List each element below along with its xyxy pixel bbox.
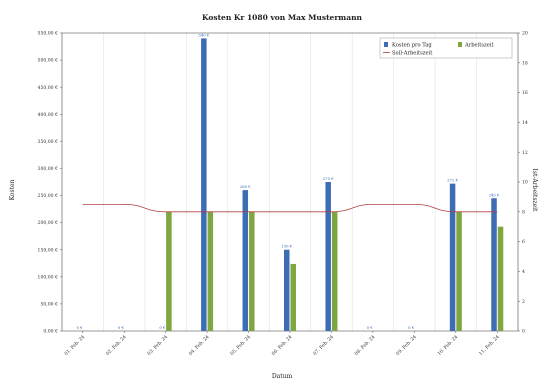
y2-tick-label: 12 — [522, 150, 528, 156]
hours-bar — [207, 211, 214, 331]
y-tick-label: 350,00 € — [38, 139, 59, 145]
cost-bar — [449, 183, 456, 331]
y-tick-label: 150,00 € — [38, 247, 59, 253]
plot-area: 0,00 €50,00 €100,00 €150,00 €200,00 €250… — [38, 31, 528, 357]
legend-box — [379, 37, 513, 59]
cost-bar — [491, 198, 497, 331]
y-tick-label: 100,00 € — [38, 274, 59, 280]
y-axis-title: Kosten — [9, 179, 16, 200]
y-tick-label: 450,00 € — [38, 85, 59, 91]
x-tick-label: 06. Feb. 24 — [271, 334, 294, 357]
hours-bar — [331, 211, 338, 331]
y2-tick-label: 14 — [522, 120, 528, 126]
y2-tick-label: 10 — [522, 180, 528, 186]
y2-tick-label: 20 — [522, 31, 528, 37]
cost-data-label: 275 € — [323, 176, 334, 181]
y-tick-label: 200,00 € — [38, 220, 59, 226]
y-tick-label: 300,00 € — [38, 166, 59, 172]
y2-tick-label: 2 — [522, 299, 525, 305]
cost-data-label: 540 € — [198, 32, 209, 37]
y-tick-label: 50,00 € — [40, 302, 58, 308]
legend-swatch-hours — [458, 42, 462, 47]
hours-bar — [497, 226, 504, 331]
cost-data-label: 0 € — [408, 325, 415, 330]
y-tick-label: 550,00 € — [38, 31, 59, 37]
legend-label-cost: Kosten pro Tag — [392, 43, 432, 49]
y2-tick-label: 0 — [522, 329, 525, 335]
cost-data-label: 245 € — [489, 192, 500, 197]
x-tick-label: 02. Feb. 24 — [105, 334, 128, 357]
hours-bar — [290, 263, 296, 331]
legend: Kosten pro Tag Arbeitszeit Soll-Arbeitszei… — [379, 37, 513, 59]
cost-data-label: 272 € — [447, 178, 458, 183]
hours-bar — [456, 211, 462, 331]
y2-tick-label: 16 — [522, 90, 528, 96]
cost-bar — [325, 182, 331, 331]
legend-swatch-cost — [384, 42, 388, 47]
cost-bar — [201, 38, 207, 331]
cost-data-label: 0 € — [159, 325, 166, 330]
x-tick-label: 04. Feb. 24 — [188, 334, 211, 357]
x-tick-label: 05. Feb. 24 — [229, 334, 252, 357]
chart-title: Kosten Kr 1080 von Max Mustermann — [202, 13, 363, 22]
y2-tick-label: 8 — [522, 209, 525, 215]
x-tick-label: 01. Feb. 24 — [63, 334, 86, 357]
cost-data-label: 150 € — [281, 244, 292, 249]
y-tick-label: 500,00 € — [38, 58, 59, 64]
y-tick-label: 400,00 € — [38, 112, 59, 118]
x-tick-label: 11. Feb. 24 — [478, 334, 501, 357]
cost-bar — [242, 190, 249, 331]
hours-bar — [166, 211, 172, 331]
y-tick-label: 0,00 € — [43, 329, 58, 335]
cost-data-label: 260 € — [240, 184, 251, 189]
y2-tick-label: 6 — [522, 239, 525, 245]
x-tick-label: 07. Feb. 24 — [312, 334, 335, 357]
x-tick-label: 08. Feb. 24 — [354, 334, 377, 357]
y2-tick-label: 18 — [522, 60, 528, 66]
cost-data-label: 0 € — [118, 325, 125, 330]
x-tick-label: 03. Feb. 24 — [146, 334, 169, 357]
cost-bar — [284, 249, 290, 331]
y2-axis-title: Ist-Arbeitszeit — [531, 169, 538, 213]
x-axis-title: Datum — [272, 373, 293, 380]
x-tick-label: 10. Feb. 24 — [437, 334, 460, 357]
target-line — [82, 203, 498, 213]
legend-label-hours: Arbeitszeit — [464, 43, 494, 49]
cost-data-label: 0 € — [367, 325, 374, 330]
y2-tick-label: 4 — [522, 269, 525, 275]
x-tick-label: 09. Feb. 24 — [395, 334, 418, 357]
y-tick-label: 250,00 € — [38, 193, 59, 199]
cost-data-label: 0 € — [76, 325, 83, 330]
hours-bar — [249, 211, 255, 331]
legend-label-target: Soll-Arbeitszeit — [392, 51, 433, 57]
